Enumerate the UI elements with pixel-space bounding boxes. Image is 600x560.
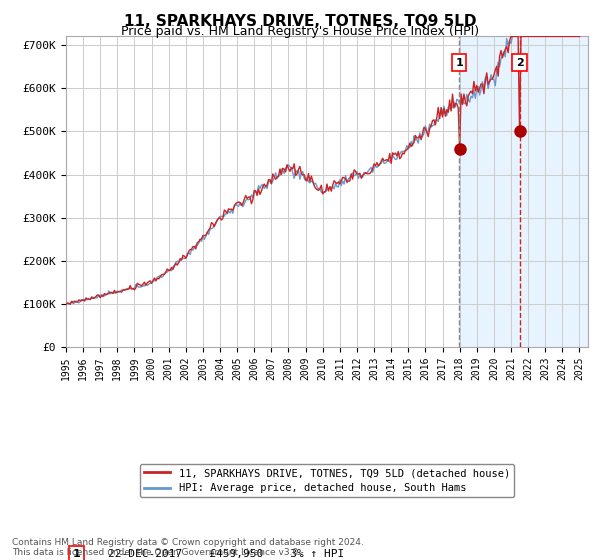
Text: 11, SPARKHAYS DRIVE, TOTNES, TQ9 5LD: 11, SPARKHAYS DRIVE, TOTNES, TQ9 5LD (124, 14, 476, 29)
Text: 2: 2 (515, 58, 523, 68)
Bar (459, 36, 588, 347)
Text: 1: 1 (73, 549, 80, 559)
Text: Price paid vs. HM Land Registry's House Price Index (HPI): Price paid vs. HM Land Registry's House … (121, 25, 479, 38)
Text: Contains HM Land Registry data © Crown copyright and database right 2024.
This d: Contains HM Land Registry data © Crown c… (12, 538, 364, 557)
Text: 22-DEC-2017    £459,950    3% ↑ HPI: 22-DEC-2017 £459,950 3% ↑ HPI (108, 549, 344, 559)
Legend: 11, SPARKHAYS DRIVE, TOTNES, TQ9 5LD (detached house), HPI: Average price, detac: 11, SPARKHAYS DRIVE, TOTNES, TQ9 5LD (de… (140, 464, 514, 497)
Text: 1: 1 (455, 58, 463, 68)
